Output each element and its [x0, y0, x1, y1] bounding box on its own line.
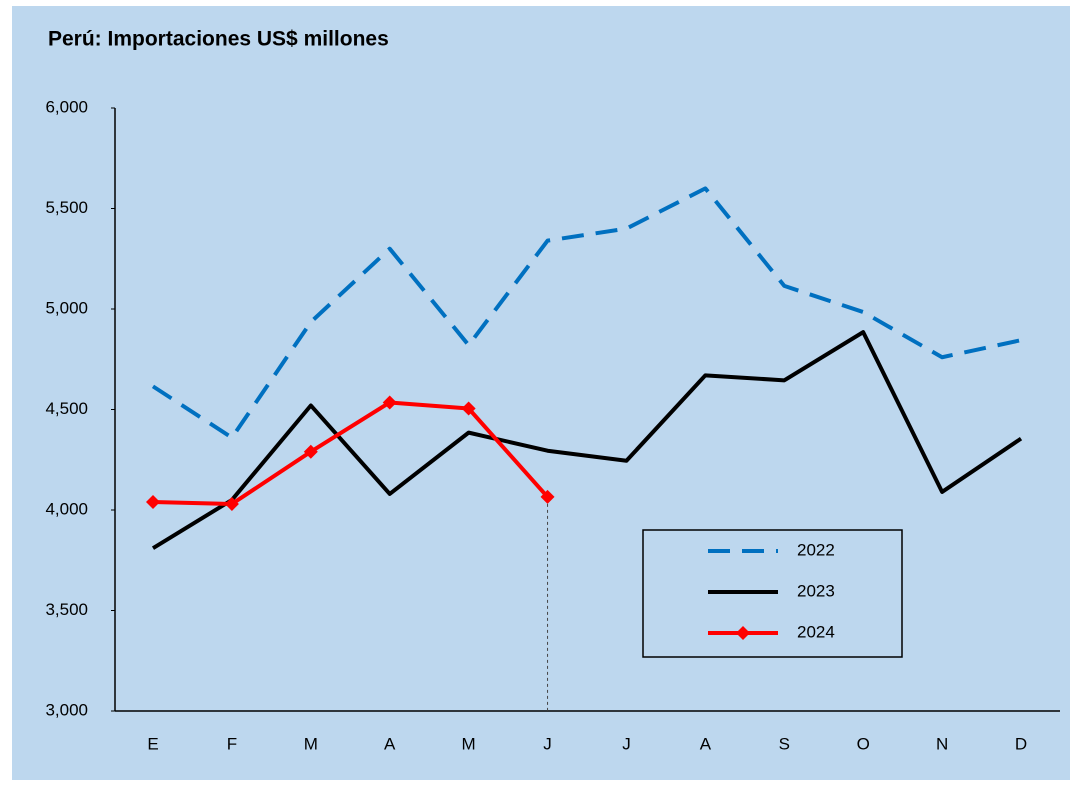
- line-2024: [152, 400, 550, 506]
- y-tick-label: 4,000: [45, 499, 88, 518]
- x-tick-label: D: [1015, 734, 1027, 753]
- x-tick-label: N: [936, 734, 948, 753]
- legend-label: 2024: [797, 622, 835, 641]
- legend-label: 2022: [797, 540, 835, 559]
- y-tick-label: 4,500: [45, 399, 88, 418]
- chart-background: [12, 6, 1070, 780]
- marker: [303, 444, 318, 459]
- x-tick-label: A: [384, 734, 396, 753]
- x-tick-label: J: [622, 734, 631, 753]
- y-tick-label: 5,500: [45, 198, 88, 217]
- y-tick-label: 3,000: [45, 700, 88, 719]
- x-tick-label: S: [779, 734, 790, 753]
- x-tick-label: F: [227, 734, 237, 753]
- y-tick-label: 5,000: [45, 298, 88, 317]
- y-tick-label: 6,000: [45, 97, 88, 116]
- x-tick-label: E: [147, 734, 158, 753]
- marker: [224, 496, 239, 511]
- marker: [461, 401, 476, 416]
- marker: [540, 489, 555, 504]
- legend-label: 2023: [797, 581, 835, 600]
- x-tick-label: M: [462, 734, 476, 753]
- legend-box: [642, 529, 903, 658]
- x-tick-label: J: [543, 734, 552, 753]
- x-tick-label: M: [304, 734, 318, 753]
- line-2023: [151, 330, 1023, 550]
- marker: [382, 395, 397, 410]
- line-2022: [151, 186, 1022, 440]
- legend-marker: [736, 626, 750, 640]
- x-tick-label: O: [857, 734, 870, 753]
- y-tick-label: 3,500: [45, 600, 88, 619]
- x-tick-label: A: [700, 734, 712, 753]
- marker: [146, 494, 160, 509]
- chart-title: Perú: Importaciones US$ millones: [48, 28, 389, 51]
